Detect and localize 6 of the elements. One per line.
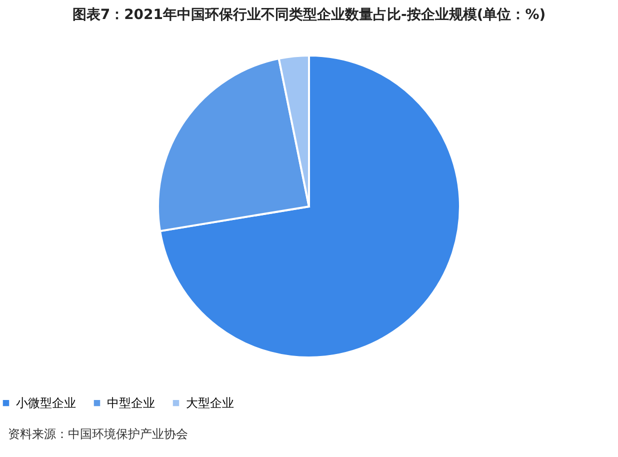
chart-title: 图表7：2021年中国环保行业不同类型企业数量占比-按企业规模(单位：%) xyxy=(72,7,546,23)
legend-label: 小微型企业 xyxy=(16,396,76,410)
legend-label: 中型企业 xyxy=(107,396,155,410)
text: 资料来源：中国环境保护产业协会 xyxy=(8,426,188,443)
legend-label: 大型企业 xyxy=(186,396,234,410)
pie-slice xyxy=(159,54,461,358)
